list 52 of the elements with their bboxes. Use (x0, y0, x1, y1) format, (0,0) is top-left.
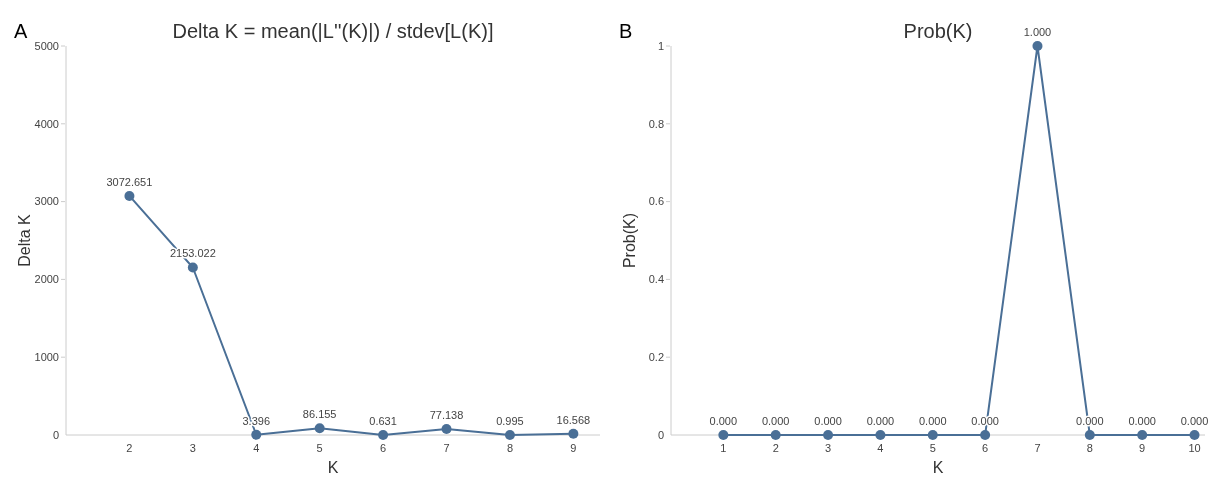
x-tick-label: 8 (506, 442, 514, 454)
y-tick-label: 0 (657, 428, 664, 441)
x-tick-label: 7 (1034, 442, 1041, 454)
y-axis-title: Delta K (16, 213, 33, 267)
x-tick-label: 3 (189, 442, 196, 454)
chart-title: Delta K = mean(|L''(K)|) / stdev[L(K)] (172, 20, 494, 42)
y-tick-label: 1 (657, 39, 664, 52)
y-tick-label: 0 (52, 428, 59, 441)
data-label: 3072.651 (106, 175, 153, 188)
text: A (14, 20, 28, 42)
y-tick-label: 2000 (34, 273, 59, 286)
x-axis-title: K (327, 459, 339, 476)
data-label: 0.000 (814, 415, 842, 427)
y-tick-label: 3000 (34, 195, 59, 208)
data-label: 0.000 (1128, 415, 1156, 427)
x-tick-label: 1 (720, 442, 727, 454)
y-tick-label: 1000 (34, 351, 59, 364)
x-tick-label: 5 (316, 442, 323, 454)
x-tick-label: 9 (1139, 442, 1146, 454)
y-tick-label: 4000 (34, 117, 59, 130)
x-tick-label: 9 (570, 442, 577, 454)
data-label: 1.000 (1023, 26, 1052, 38)
x-axis-title: K (932, 459, 944, 476)
data-label: 0.000 (1180, 415, 1209, 427)
data-label: 86.155 (302, 408, 337, 421)
x-tick-label: 4 (877, 442, 884, 454)
x-tick-label: 2 (772, 442, 779, 454)
data-label: 0.995 (496, 414, 524, 427)
x-tick-label: 6 (982, 442, 989, 454)
x-tick-label: 10 (1188, 442, 1201, 454)
y-tick-label: 5000 (34, 39, 59, 52)
x-tick-label: 8 (1086, 442, 1093, 454)
x-tick-label: 3 (825, 442, 832, 454)
chart-title: Prob(K) (903, 20, 973, 42)
data-label: 77.138 (429, 409, 464, 421)
data-label: 0.000 (709, 415, 738, 427)
x-tick-label: 5 (929, 442, 936, 454)
data-label: 0.000 (761, 415, 790, 427)
data-label: 0.000 (919, 415, 947, 427)
y-axis-title: Prob(K) (621, 212, 638, 269)
y-tick-label: 0.2 (648, 351, 664, 364)
y-tick-label: 0.6 (648, 195, 664, 208)
text: B (619, 20, 633, 42)
y-tick-label: 0.4 (648, 273, 664, 286)
y-tick-label: 0.8 (648, 117, 664, 130)
data-label: 0.000 (866, 415, 895, 427)
x-tick-label: 4 (253, 442, 260, 454)
x-tick-label: 6 (380, 442, 387, 454)
x-tick-label: 2 (126, 442, 133, 454)
data-label: 16.568 (556, 413, 591, 426)
data-label: 0.631 (369, 414, 397, 427)
x-tick-label: 7 (443, 442, 450, 454)
